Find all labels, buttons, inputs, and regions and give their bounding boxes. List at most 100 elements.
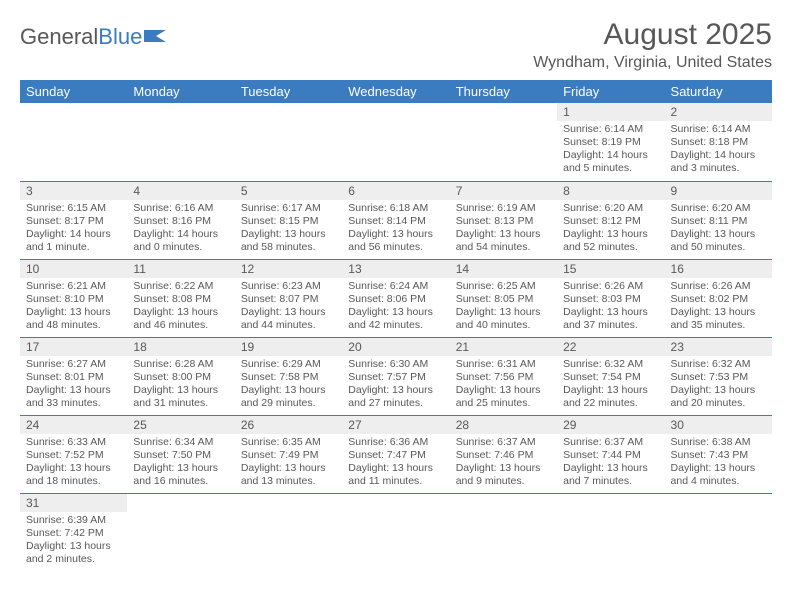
day-cell: 31Sunrise: 6:39 AMSunset: 7:42 PMDayligh… xyxy=(20,493,127,571)
empty-cell xyxy=(342,103,449,181)
day-details: Sunrise: 6:26 AMSunset: 8:02 PMDaylight:… xyxy=(665,278,772,337)
day-cell: 20Sunrise: 6:30 AMSunset: 7:57 PMDayligh… xyxy=(342,337,449,415)
day-number: 31 xyxy=(20,494,127,512)
location-text: Wyndham, Virginia, United States xyxy=(533,54,772,72)
day-details: Sunrise: 6:35 AMSunset: 7:49 PMDaylight:… xyxy=(235,434,342,493)
brand-logo: GeneralBlue xyxy=(20,24,170,50)
calendar-row: 24Sunrise: 6:33 AMSunset: 7:52 PMDayligh… xyxy=(20,415,772,493)
day-details: Sunrise: 6:34 AMSunset: 7:50 PMDaylight:… xyxy=(127,434,234,493)
calendar-row: 1Sunrise: 6:14 AMSunset: 8:19 PMDaylight… xyxy=(20,103,772,181)
day-details: Sunrise: 6:24 AMSunset: 8:06 PMDaylight:… xyxy=(342,278,449,337)
day-cell: 11Sunrise: 6:22 AMSunset: 8:08 PMDayligh… xyxy=(127,259,234,337)
day-number: 21 xyxy=(450,338,557,356)
day-details: Sunrise: 6:23 AMSunset: 8:07 PMDaylight:… xyxy=(235,278,342,337)
day-cell: 14Sunrise: 6:25 AMSunset: 8:05 PMDayligh… xyxy=(450,259,557,337)
flag-icon xyxy=(144,28,170,46)
day-details: Sunrise: 6:14 AMSunset: 8:18 PMDaylight:… xyxy=(665,121,772,180)
day-number: 13 xyxy=(342,260,449,278)
day-number: 9 xyxy=(665,182,772,200)
empty-cell xyxy=(127,103,234,181)
calendar-head: SundayMondayTuesdayWednesdayThursdayFrid… xyxy=(20,80,772,103)
day-cell: 22Sunrise: 6:32 AMSunset: 7:54 PMDayligh… xyxy=(557,337,664,415)
day-cell: 13Sunrise: 6:24 AMSunset: 8:06 PMDayligh… xyxy=(342,259,449,337)
day-cell: 25Sunrise: 6:34 AMSunset: 7:50 PMDayligh… xyxy=(127,415,234,493)
day-number: 17 xyxy=(20,338,127,356)
weekday-header: Tuesday xyxy=(235,80,342,103)
day-cell: 2Sunrise: 6:14 AMSunset: 8:18 PMDaylight… xyxy=(665,103,772,181)
day-cell: 15Sunrise: 6:26 AMSunset: 8:03 PMDayligh… xyxy=(557,259,664,337)
day-number: 4 xyxy=(127,182,234,200)
day-cell: 18Sunrise: 6:28 AMSunset: 8:00 PMDayligh… xyxy=(127,337,234,415)
day-number: 12 xyxy=(235,260,342,278)
day-details: Sunrise: 6:26 AMSunset: 8:03 PMDaylight:… xyxy=(557,278,664,337)
day-number: 8 xyxy=(557,182,664,200)
month-title: August 2025 xyxy=(533,18,772,52)
day-details: Sunrise: 6:15 AMSunset: 8:17 PMDaylight:… xyxy=(20,200,127,259)
day-cell: 5Sunrise: 6:17 AMSunset: 8:15 PMDaylight… xyxy=(235,181,342,259)
day-cell: 23Sunrise: 6:32 AMSunset: 7:53 PMDayligh… xyxy=(665,337,772,415)
day-cell: 26Sunrise: 6:35 AMSunset: 7:49 PMDayligh… xyxy=(235,415,342,493)
day-details: Sunrise: 6:33 AMSunset: 7:52 PMDaylight:… xyxy=(20,434,127,493)
empty-cell xyxy=(665,493,772,571)
day-number: 6 xyxy=(342,182,449,200)
day-details: Sunrise: 6:36 AMSunset: 7:47 PMDaylight:… xyxy=(342,434,449,493)
weekday-row: SundayMondayTuesdayWednesdayThursdayFrid… xyxy=(20,80,772,103)
day-details: Sunrise: 6:28 AMSunset: 8:00 PMDaylight:… xyxy=(127,356,234,415)
day-details: Sunrise: 6:39 AMSunset: 7:42 PMDaylight:… xyxy=(20,512,127,571)
empty-cell xyxy=(127,493,234,571)
calendar-row: 31Sunrise: 6:39 AMSunset: 7:42 PMDayligh… xyxy=(20,493,772,571)
day-number: 5 xyxy=(235,182,342,200)
calendar-body: 1Sunrise: 6:14 AMSunset: 8:19 PMDaylight… xyxy=(20,103,772,571)
day-number: 3 xyxy=(20,182,127,200)
day-cell: 8Sunrise: 6:20 AMSunset: 8:12 PMDaylight… xyxy=(557,181,664,259)
day-cell: 27Sunrise: 6:36 AMSunset: 7:47 PMDayligh… xyxy=(342,415,449,493)
empty-cell xyxy=(235,103,342,181)
calendar-row: 17Sunrise: 6:27 AMSunset: 8:01 PMDayligh… xyxy=(20,337,772,415)
empty-cell xyxy=(450,493,557,571)
day-cell: 3Sunrise: 6:15 AMSunset: 8:17 PMDaylight… xyxy=(20,181,127,259)
day-number: 27 xyxy=(342,416,449,434)
calendar-table: SundayMondayTuesdayWednesdayThursdayFrid… xyxy=(20,80,772,571)
day-number: 15 xyxy=(557,260,664,278)
day-number: 16 xyxy=(665,260,772,278)
calendar-row: 10Sunrise: 6:21 AMSunset: 8:10 PMDayligh… xyxy=(20,259,772,337)
day-number: 2 xyxy=(665,103,772,121)
day-cell: 12Sunrise: 6:23 AMSunset: 8:07 PMDayligh… xyxy=(235,259,342,337)
day-cell: 6Sunrise: 6:18 AMSunset: 8:14 PMDaylight… xyxy=(342,181,449,259)
day-number: 29 xyxy=(557,416,664,434)
day-number: 10 xyxy=(20,260,127,278)
day-cell: 9Sunrise: 6:20 AMSunset: 8:11 PMDaylight… xyxy=(665,181,772,259)
day-details: Sunrise: 6:38 AMSunset: 7:43 PMDaylight:… xyxy=(665,434,772,493)
day-details: Sunrise: 6:22 AMSunset: 8:08 PMDaylight:… xyxy=(127,278,234,337)
day-details: Sunrise: 6:27 AMSunset: 8:01 PMDaylight:… xyxy=(20,356,127,415)
empty-cell xyxy=(450,103,557,181)
day-number: 26 xyxy=(235,416,342,434)
day-cell: 19Sunrise: 6:29 AMSunset: 7:58 PMDayligh… xyxy=(235,337,342,415)
weekday-header: Wednesday xyxy=(342,80,449,103)
day-cell: 7Sunrise: 6:19 AMSunset: 8:13 PMDaylight… xyxy=(450,181,557,259)
day-number: 30 xyxy=(665,416,772,434)
day-details: Sunrise: 6:20 AMSunset: 8:12 PMDaylight:… xyxy=(557,200,664,259)
weekday-header: Monday xyxy=(127,80,234,103)
day-number: 25 xyxy=(127,416,234,434)
day-details: Sunrise: 6:16 AMSunset: 8:16 PMDaylight:… xyxy=(127,200,234,259)
title-block: August 2025 Wyndham, Virginia, United St… xyxy=(533,18,772,72)
day-cell: 4Sunrise: 6:16 AMSunset: 8:16 PMDaylight… xyxy=(127,181,234,259)
brand-part1: General xyxy=(20,24,98,50)
weekday-header: Thursday xyxy=(450,80,557,103)
day-details: Sunrise: 6:25 AMSunset: 8:05 PMDaylight:… xyxy=(450,278,557,337)
day-details: Sunrise: 6:20 AMSunset: 8:11 PMDaylight:… xyxy=(665,200,772,259)
day-cell: 29Sunrise: 6:37 AMSunset: 7:44 PMDayligh… xyxy=(557,415,664,493)
day-cell: 21Sunrise: 6:31 AMSunset: 7:56 PMDayligh… xyxy=(450,337,557,415)
day-number: 14 xyxy=(450,260,557,278)
weekday-header: Sunday xyxy=(20,80,127,103)
day-details: Sunrise: 6:17 AMSunset: 8:15 PMDaylight:… xyxy=(235,200,342,259)
header: GeneralBlue August 2025 Wyndham, Virgini… xyxy=(20,18,772,72)
empty-cell xyxy=(557,493,664,571)
day-details: Sunrise: 6:32 AMSunset: 7:53 PMDaylight:… xyxy=(665,356,772,415)
day-cell: 1Sunrise: 6:14 AMSunset: 8:19 PMDaylight… xyxy=(557,103,664,181)
day-details: Sunrise: 6:21 AMSunset: 8:10 PMDaylight:… xyxy=(20,278,127,337)
day-details: Sunrise: 6:32 AMSunset: 7:54 PMDaylight:… xyxy=(557,356,664,415)
day-cell: 28Sunrise: 6:37 AMSunset: 7:46 PMDayligh… xyxy=(450,415,557,493)
day-details: Sunrise: 6:31 AMSunset: 7:56 PMDaylight:… xyxy=(450,356,557,415)
